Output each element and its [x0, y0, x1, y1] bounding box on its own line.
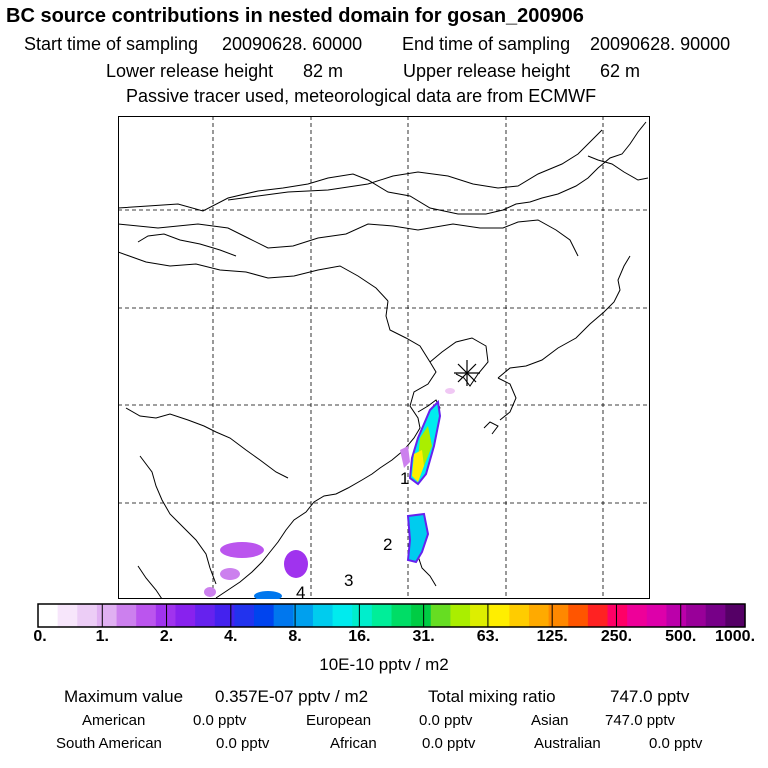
- colorbar-cell: [332, 604, 353, 627]
- colorbar-frame: [37, 603, 746, 628]
- colorbar-cell: [705, 604, 726, 627]
- asian-label: Asian: [531, 712, 569, 729]
- region-label-1: 1: [400, 469, 409, 488]
- colorbar-cell: [293, 604, 314, 627]
- plume-indochina-d: [204, 587, 216, 597]
- colorbar-cell: [273, 604, 294, 627]
- colorbar-tick-label: 8.: [288, 628, 302, 645]
- max-value: 0.357E-07 pptv / m2: [215, 687, 369, 706]
- colorbar-cell: [214, 604, 235, 627]
- colorbar-cell: [175, 604, 196, 627]
- colorbar-cell: [489, 604, 510, 627]
- colorbar-cell: [450, 604, 471, 627]
- lower-height-label: Lower release height: [106, 61, 274, 81]
- graticule: [118, 116, 650, 599]
- upper-height-label: Upper release height: [403, 61, 571, 81]
- colorbar-cell: [430, 604, 452, 627]
- colorbar-tick-label: 500.: [665, 628, 697, 645]
- plume-indochina-a: [220, 542, 264, 558]
- colorbar-cell: [607, 604, 628, 627]
- colorbar-cell: [411, 604, 432, 627]
- colorbar-cell: [136, 604, 157, 627]
- colorbar-cell: [371, 604, 393, 627]
- upper-height-value: 62 m: [600, 61, 641, 81]
- end-time-value: 20090628. 90000: [590, 34, 731, 54]
- african-label: African: [330, 735, 377, 752]
- region-label-2: 2: [383, 535, 392, 554]
- lower-height-value: 82 m: [303, 61, 344, 81]
- colorbar-tick-label: 0.: [33, 628, 47, 645]
- colorbar-cell: [96, 604, 118, 627]
- colorbar-cell: [509, 604, 530, 627]
- total-mixing-value: 747.0 pptv: [610, 687, 690, 706]
- max-value-label: Maximum value: [64, 687, 184, 706]
- plume-indochina-b: [284, 550, 308, 578]
- colorbar-cell: [666, 604, 687, 627]
- colorbar-cell: [312, 604, 334, 627]
- plume-region-1-hot: [412, 450, 424, 482]
- colorbar-tick-label: 63.: [476, 628, 500, 645]
- coastlines: [118, 121, 649, 599]
- colorbar-cell: [77, 604, 98, 627]
- colorbar-cell: [195, 604, 216, 627]
- total-mixing-label: Total mixing ratio: [428, 687, 556, 706]
- colorbar-cell: [470, 604, 491, 627]
- colorbar-tick-label: 1000.: [714, 628, 756, 645]
- colorbar-cell: [155, 604, 177, 627]
- colorbar-cell: [548, 604, 569, 627]
- colorbar-tick-label: 2.: [159, 628, 174, 645]
- colorbar-unit: 10E-10 pptv / m2: [319, 655, 449, 674]
- colorbar-cell: [686, 604, 707, 627]
- american-value: 0.0 pptv: [193, 712, 247, 729]
- colorbar-tick-label: 31.: [412, 628, 435, 645]
- australian-value: 0.0 pptv: [649, 735, 703, 752]
- plume-region-1-west: [400, 446, 410, 468]
- colorbar-cell: [391, 604, 412, 627]
- european-value: 0.0 pptv: [419, 712, 473, 729]
- colorbar-cell: [528, 604, 550, 627]
- south-american-value: 0.0 pptv: [216, 735, 270, 752]
- colorbar-cell: [568, 604, 589, 627]
- colorbar-cell: [352, 604, 373, 627]
- colorbar-tick-label: 250.: [600, 628, 633, 645]
- colorbar: [37, 603, 746, 628]
- start-time-value: 20090628. 60000: [222, 34, 363, 54]
- map-panel: 1 2 3 4: [118, 116, 650, 599]
- asian-value: 747.0 pptv: [605, 712, 676, 729]
- tracer-note: Passive tracer used, meteorological data…: [126, 86, 597, 106]
- receptor-marker-icon: [454, 360, 480, 386]
- colorbar-tick-label: 125.: [536, 628, 568, 645]
- concentration-field: [204, 388, 455, 599]
- colorbar-cell: [57, 604, 78, 627]
- colorbar-cell: [116, 604, 137, 627]
- african-value: 0.0 pptv: [422, 735, 476, 752]
- colorbar-cell: [234, 604, 255, 627]
- end-time-label: End time of sampling: [402, 34, 571, 54]
- south-american-label: South American: [56, 735, 162, 752]
- plume-region-2: [406, 512, 430, 564]
- plume-sea: [445, 388, 455, 394]
- colorbar-tick-label: 16.: [348, 628, 371, 645]
- region-label-4: 4: [296, 583, 305, 599]
- plume-region-4: [254, 591, 282, 599]
- map-frame: [118, 116, 650, 599]
- european-label: European: [306, 712, 372, 729]
- australian-label: Australian: [534, 735, 601, 752]
- colorbar-tick-label: 4.: [224, 628, 238, 645]
- colorbar-cell: [254, 604, 275, 627]
- colorbar-cell: [725, 604, 746, 627]
- colorbar-cell: [646, 604, 668, 627]
- american-label: American: [82, 712, 146, 729]
- colorbar-tick-label: 1.: [95, 628, 109, 645]
- plume-indochina-c: [220, 568, 240, 580]
- region-label-3: 3: [344, 571, 353, 590]
- colorbar-cell: [627, 604, 648, 627]
- plot-title: BC source contributions in nested domain…: [6, 5, 584, 27]
- start-time-label: Start time of sampling: [24, 34, 199, 54]
- colorbar-cell: [38, 604, 59, 627]
- colorbar-cell: [587, 604, 609, 627]
